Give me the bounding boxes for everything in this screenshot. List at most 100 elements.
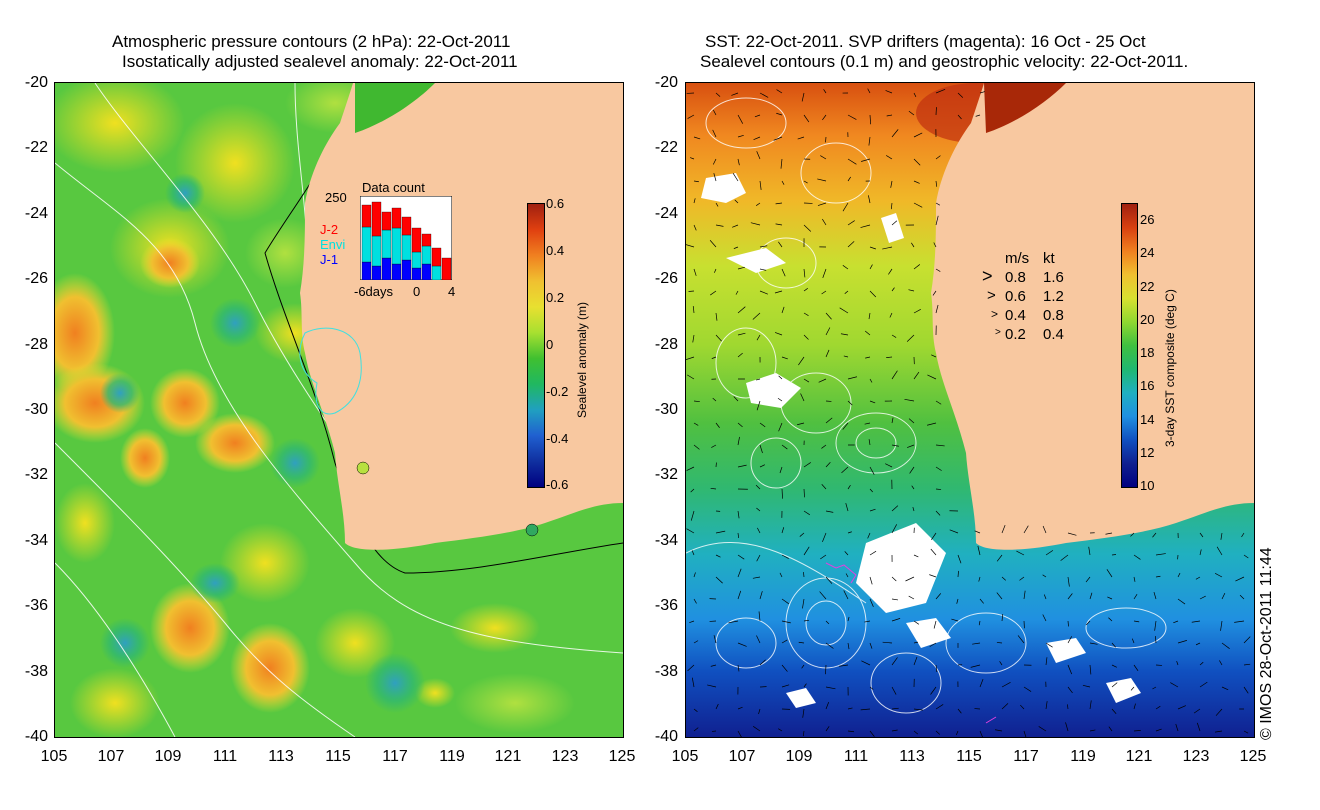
velocity-vector (1108, 617, 1113, 622)
velocity-vector (1067, 532, 1077, 536)
velocity-vector (977, 545, 981, 556)
velocity-vector (913, 656, 918, 666)
data-count-bar (431, 247, 442, 267)
velocity-vector (935, 180, 938, 187)
velocity-vector (714, 268, 717, 273)
velocity-vector (844, 551, 849, 556)
velocity-vector (891, 220, 898, 226)
velocity-vector (1067, 593, 1073, 600)
velocity-vector (1177, 572, 1181, 578)
velocity-vector (715, 92, 721, 97)
velocity-vector (891, 576, 897, 582)
velocity-vector (737, 422, 743, 428)
velocity-ms-value: 0.6 (1005, 288, 1026, 305)
velocity-vector (908, 289, 915, 292)
velocity-vector (869, 550, 877, 556)
velocity-vector (756, 400, 761, 411)
velocity-vector (847, 176, 851, 182)
velocity-vector (935, 664, 938, 673)
velocity-vector (1060, 554, 1069, 561)
velocity-vector (774, 332, 783, 336)
velocity-vector (1241, 532, 1245, 538)
lon-tick: 117 (1013, 748, 1039, 765)
velocity-vector (803, 683, 807, 688)
velocity-vector (728, 620, 739, 624)
velocity-vector (822, 218, 827, 226)
velocity-vector (693, 598, 697, 604)
lat-tick: -22 (24, 139, 48, 156)
velocity-vector (777, 397, 783, 402)
velocity-vector (1111, 708, 1117, 714)
velocity-vector (1130, 532, 1135, 537)
right-title-line1: SST: 22-Oct-2011. SVP drifters (magenta)… (705, 32, 1146, 51)
velocity-vector (710, 664, 717, 667)
velocity-vector (803, 510, 811, 516)
velocity-vector (779, 466, 783, 474)
velocity-vector (935, 593, 942, 600)
data-count-bar (371, 265, 382, 280)
lat-tick: -30 (24, 401, 48, 418)
lon-tick: 105 (671, 748, 699, 765)
velocity-vector (732, 224, 739, 228)
velocity-vector (844, 290, 849, 294)
data-count-bar (371, 201, 382, 237)
velocity-vector (1067, 686, 1073, 694)
lat-tick: -36 (24, 597, 48, 614)
velocity-vector (890, 180, 893, 188)
velocity-vector (882, 641, 893, 644)
velocity-vector (1199, 532, 1204, 538)
sst-tick: 10 (1140, 478, 1155, 493)
velocity-vector (1085, 620, 1091, 626)
velocity-vector (913, 308, 921, 314)
sst-tick: 14 (1140, 412, 1155, 427)
velocity-vector (865, 356, 871, 359)
lat-tick: -20 (654, 74, 678, 91)
velocity-vector (1155, 636, 1157, 644)
lat-tick: -40 (24, 728, 48, 745)
velocity-vector (825, 461, 831, 468)
velocity-vector (869, 730, 875, 737)
velocity-vector (686, 244, 695, 248)
velocity-vector (864, 330, 871, 336)
sst-colorbar-label: 3-day SST composite (deg C) (1163, 289, 1177, 447)
velocity-vector (1191, 620, 1201, 623)
velocity-vector (781, 684, 790, 688)
sealevel-tick: 0.2 (546, 290, 565, 305)
velocity-vector (1152, 532, 1157, 538)
velocity-vector (759, 290, 768, 295)
velocity-vector (1243, 730, 1249, 734)
velocity-vector (847, 642, 850, 650)
velocity-vector (891, 444, 899, 447)
velocity-vector (737, 706, 743, 710)
velocity-vector (891, 598, 899, 601)
velocity-vector (778, 241, 783, 248)
velocity-vector (935, 510, 941, 516)
velocity-vector (759, 92, 769, 98)
velocity-vector (737, 464, 747, 468)
velocity-vector (1111, 554, 1117, 556)
lon-tick: 121 (494, 748, 522, 765)
velocity-vector (756, 554, 761, 562)
velocity-vector (935, 444, 945, 447)
right-title-line2: Sealevel contours (0.1 m) and geostrophi… (700, 52, 1189, 71)
velocity-vector (737, 664, 740, 672)
velocity-vector (847, 531, 852, 534)
velocity-vector (1239, 594, 1245, 600)
velocity-vector (1001, 524, 1006, 534)
lon-tick: 109 (785, 748, 813, 765)
velocity-vector (1020, 704, 1025, 710)
lat-tick: -26 (24, 270, 48, 287)
velocity-vector (690, 488, 695, 493)
velocity-vector (692, 334, 695, 343)
velocity-vector (752, 312, 761, 320)
sst-field (686, 83, 1254, 737)
velocity-vector (1045, 550, 1054, 556)
velocity-ms-value: 0.2 (1005, 326, 1026, 343)
velocity-vector (737, 266, 745, 270)
velocity-vector (1214, 572, 1223, 578)
velocity-vector (825, 417, 833, 424)
velocity-vector (974, 530, 981, 534)
velocity-vector (693, 180, 699, 183)
velocity-vector (735, 290, 739, 295)
velocity-vector (994, 729, 1003, 732)
